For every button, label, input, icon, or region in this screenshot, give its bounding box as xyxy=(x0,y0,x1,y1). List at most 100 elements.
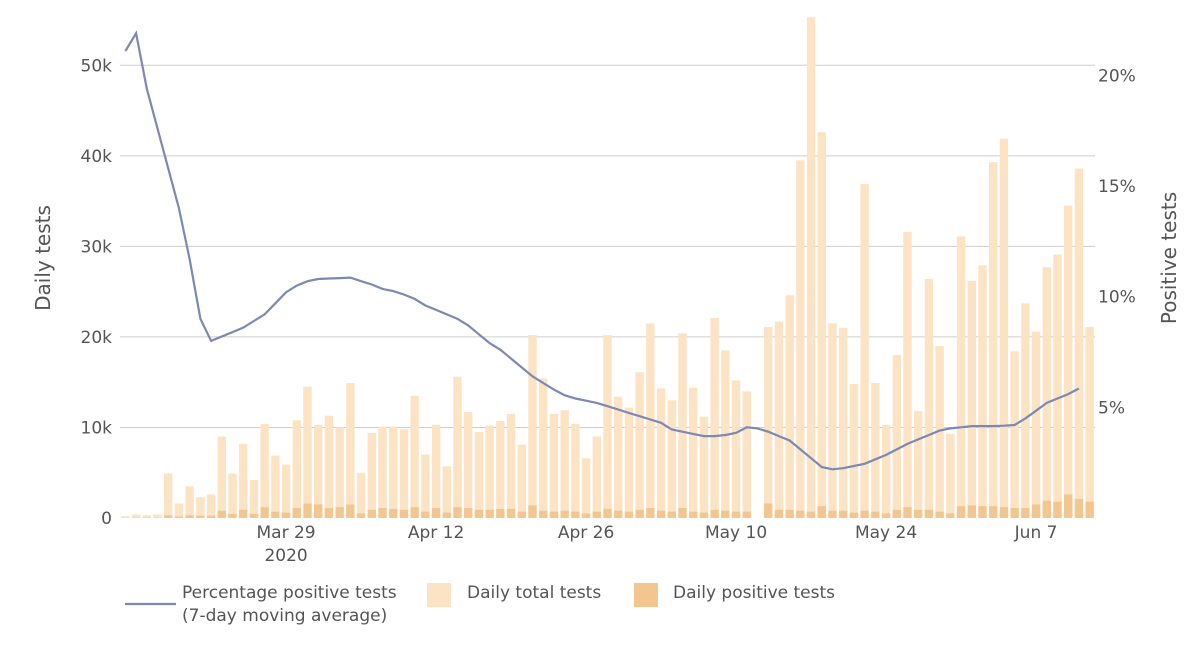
left-axis-title: Daily tests xyxy=(31,205,55,311)
bar-positive xyxy=(378,508,387,518)
bar-total xyxy=(485,425,494,518)
legend-label: Daily positive tests xyxy=(673,583,835,603)
bar-total xyxy=(581,458,591,518)
bar-total xyxy=(1010,351,1019,518)
bar-positive xyxy=(228,513,237,518)
bar-positive xyxy=(914,509,923,518)
bar-positive xyxy=(539,510,548,518)
bar-positive xyxy=(903,507,912,518)
bar-positive xyxy=(828,510,837,518)
bar-total xyxy=(517,444,526,518)
bar-positive xyxy=(281,512,291,518)
bar-positive xyxy=(346,504,355,518)
bar-total xyxy=(656,388,666,518)
bar-total xyxy=(174,503,184,518)
bar-total xyxy=(453,376,462,518)
left-tick-label: 40k xyxy=(81,147,113,167)
bar-total xyxy=(956,236,966,519)
bar-positive xyxy=(421,511,430,518)
bar-total xyxy=(164,473,173,518)
bar-total xyxy=(667,400,676,518)
bar-positive xyxy=(185,515,194,518)
bar-total xyxy=(1042,267,1051,518)
bar-total xyxy=(314,424,323,518)
positive-tests-bars xyxy=(121,494,1094,518)
right-axis-title: Positive tests xyxy=(1157,192,1181,324)
bar-positive xyxy=(464,508,473,518)
legend-label: (7-day moving average) xyxy=(182,606,387,626)
bar-total xyxy=(689,387,698,518)
bar-positive xyxy=(989,506,998,518)
bar-total xyxy=(999,138,1009,518)
bar-positive xyxy=(667,511,676,518)
bar-positive xyxy=(656,510,666,518)
left-tick-label: 10k xyxy=(81,418,113,438)
bar-total xyxy=(614,396,623,518)
bar-positive xyxy=(260,507,269,518)
bar-positive xyxy=(1064,494,1073,518)
bar-total xyxy=(774,321,784,518)
bar-positive xyxy=(635,509,644,518)
bar-positive xyxy=(217,510,226,518)
bar-total xyxy=(764,326,773,518)
bar-total xyxy=(828,323,837,518)
x-tick-label: May 10 xyxy=(705,523,767,543)
bar-positive xyxy=(442,512,451,518)
bar-positive xyxy=(624,511,634,518)
bar-positive xyxy=(860,510,869,518)
bar-total xyxy=(914,411,923,518)
bar-positive xyxy=(710,509,719,518)
bar-total xyxy=(442,466,451,518)
bar-positive xyxy=(196,515,205,518)
bar-total xyxy=(817,132,826,518)
bar-positive xyxy=(271,511,280,518)
bar-total xyxy=(249,479,259,518)
x-tick-label: Jun 7 xyxy=(1014,523,1058,543)
left-tick-label: 0 xyxy=(101,509,112,529)
bar-positive xyxy=(581,513,591,518)
bar-total xyxy=(1074,168,1084,518)
bar-positive xyxy=(699,512,709,518)
bar-positive xyxy=(924,509,934,518)
bar-total xyxy=(1053,254,1062,518)
bar-total xyxy=(399,429,409,518)
bar-total xyxy=(506,413,516,518)
bar-total xyxy=(924,278,934,518)
legend-label: Percentage positive tests xyxy=(182,583,397,603)
bar-positive xyxy=(721,510,730,518)
bar-total xyxy=(1064,205,1073,519)
bar-positive xyxy=(646,508,655,518)
bar-positive xyxy=(496,508,505,518)
bar-total xyxy=(206,494,216,518)
bar-positive xyxy=(292,508,301,518)
bar-positive xyxy=(817,506,826,518)
bar-total xyxy=(678,333,687,518)
bar-total xyxy=(153,514,162,518)
bar-positive xyxy=(474,509,484,518)
bar-positive xyxy=(592,511,601,518)
bar-total xyxy=(603,335,612,518)
bar-positive xyxy=(999,507,1009,518)
left-tick-label: 20k xyxy=(81,328,113,348)
bar-total xyxy=(989,162,998,518)
bar-positive xyxy=(764,503,773,518)
bar-positive xyxy=(1074,498,1084,518)
legend-total-swatch xyxy=(427,583,451,607)
bar-total xyxy=(635,372,644,518)
bar-positive xyxy=(1021,508,1030,518)
x-axis-ticks: Mar 29 2020 Apr 12 Apr 26 May 10 May 24 Jun 7 xyxy=(257,523,1058,566)
bar-positive xyxy=(785,509,794,518)
bar-positive xyxy=(871,511,880,518)
bar-positive xyxy=(239,509,248,518)
bar-total xyxy=(421,454,430,518)
bar-total xyxy=(1031,331,1041,518)
bar-total xyxy=(624,407,634,518)
bar-positive xyxy=(164,515,173,518)
bar-total xyxy=(699,416,709,518)
bar-total xyxy=(271,455,280,518)
bar-total xyxy=(849,383,859,518)
bar-positive xyxy=(517,511,526,518)
bar-positive xyxy=(506,508,516,518)
bar-positive xyxy=(389,508,398,518)
